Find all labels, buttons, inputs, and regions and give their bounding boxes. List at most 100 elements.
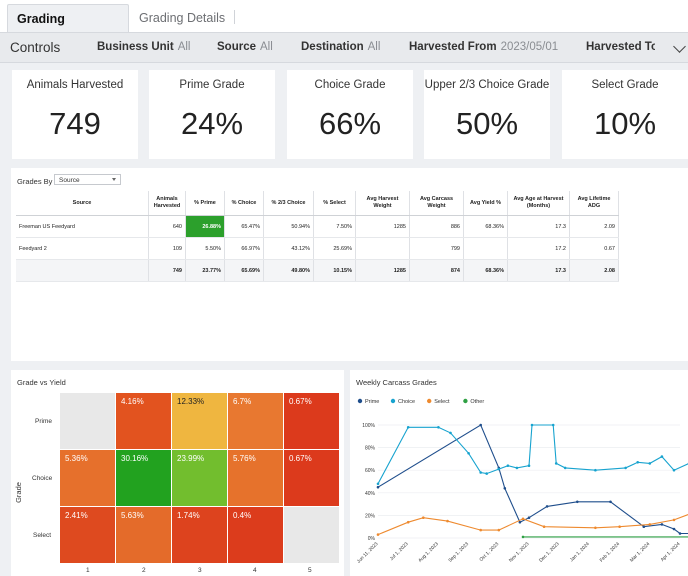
table-cell: 23.77%	[185, 259, 225, 282]
col-label: 3	[198, 567, 202, 574]
data-point-choice	[515, 466, 519, 470]
data-point-prime	[642, 525, 646, 528]
col-header[interactable]: Avg Yield %	[463, 191, 508, 216]
data-point-choice	[563, 466, 567, 470]
data-point-choice	[497, 467, 501, 471]
kpi-title: Select Grade	[591, 79, 659, 91]
legend-marker	[463, 398, 468, 404]
table-cell-highlight: 26.88%	[185, 215, 225, 238]
heatmap-cell[interactable]: 23.99%	[172, 450, 227, 506]
grades-by-select-value: Source	[59, 177, 80, 184]
col-header[interactable]: Source	[16, 191, 149, 216]
table-cell: 799	[409, 237, 464, 260]
y-tick-label: 0%	[368, 536, 376, 542]
heatmap-cell[interactable]: 1.74%	[172, 507, 227, 563]
x-tick-label: Jan 1, 2024	[569, 541, 591, 563]
tab-grading-overview[interactable]: Grading Overview	[7, 4, 129, 54]
heatmap-cell[interactable]	[60, 393, 115, 449]
data-point-select	[497, 528, 501, 532]
heatmap-cell[interactable]: 5.36%	[60, 450, 115, 506]
row-label: Prime	[35, 418, 52, 425]
heatmap-cell[interactable]: 4.16%	[116, 393, 171, 449]
x-tick-label: Feb 1, 2024	[599, 541, 622, 564]
data-point-select	[542, 525, 546, 528]
table-row[interactable]: Feedyard 2 109 5.50% 66.97% 43.12% 25.69…	[16, 237, 619, 260]
data-point-choice	[648, 462, 652, 465]
data-point-choice	[672, 468, 676, 472]
weekly-carcass-grades-panel: Weekly Carcass Grades Prime Choice Select O…	[350, 370, 688, 576]
kpi-title: Upper 2/3 Choice Grade	[424, 79, 550, 91]
tab-divider	[234, 10, 235, 24]
data-point-prime	[678, 532, 682, 535]
y-tick-label: 80%	[365, 446, 376, 452]
col-header[interactable]: Animals Harvested	[148, 191, 186, 216]
col-header[interactable]: % Select	[313, 191, 356, 216]
table-cell: Feedyard 2	[16, 237, 149, 260]
data-point-prime	[479, 423, 482, 427]
legend-marker	[390, 398, 396, 404]
col-header[interactable]: Avg Carcass Weight	[409, 191, 464, 216]
kpi-value: 50%	[455, 106, 519, 141]
data-point-choice	[485, 472, 488, 475]
heatmap-cell[interactable]: 5.76%	[228, 450, 283, 506]
data-point-prime	[545, 505, 549, 508]
row-label: Choice	[32, 475, 53, 482]
kpi-value: 24%	[180, 106, 244, 141]
col-header[interactable]: % Choice	[224, 191, 264, 216]
table-cell: 68.36%	[463, 215, 508, 238]
x-tick-label: Mar 1, 2024	[629, 541, 652, 564]
data-point-choice	[636, 461, 639, 464]
kpi-card-upper-choice-grade: Upper 2/3 Choice Grade 50%	[424, 70, 550, 159]
col-header[interactable]: Avg Age at Harvest (Months)	[507, 191, 570, 216]
heatmap-cell[interactable]: 5.63%	[116, 507, 171, 563]
heatmap-cell[interactable]	[284, 507, 339, 563]
data-point-prime	[672, 527, 676, 531]
filter-harvested-to[interactable]: Harvested To	[586, 41, 655, 53]
series-line-select	[377, 514, 688, 536]
col-header[interactable]: % Prime	[185, 191, 225, 216]
chevron-down-icon[interactable]	[673, 40, 686, 53]
grades-table: Source Animals Harvested % Prime % Choic…	[16, 191, 619, 282]
table-row[interactable]: Freeman US Feedyard 640 26.88% 65.47% 50…	[16, 215, 619, 238]
heatmap-cell[interactable]: 0.67%	[284, 450, 339, 506]
filter-business-unit[interactable]: Business Unit All	[97, 41, 190, 53]
filter-destination[interactable]: Destination All	[301, 41, 380, 53]
data-point-choice	[437, 426, 440, 429]
filter-value: All	[367, 41, 381, 53]
legend-marker	[357, 398, 363, 404]
filter-source[interactable]: Source All	[217, 41, 273, 53]
heatmap-cell[interactable]: 0.67%	[284, 393, 339, 449]
table-cell: 640	[148, 215, 186, 238]
kpi-value: 10%	[593, 106, 657, 141]
x-tick-label: Jul 1, 2023	[389, 541, 410, 562]
data-point-prime	[503, 487, 507, 490]
table-cell: 17.3	[507, 215, 570, 238]
data-point-select	[672, 518, 676, 522]
kpi-value: 749	[49, 106, 101, 141]
filter-label: Source	[217, 41, 256, 53]
table-cell: 65.69%	[224, 259, 264, 282]
legend-label: Other	[470, 399, 484, 405]
data-point-choice	[449, 431, 452, 435]
grade-vs-yield-panel: Grade vs Yield Grade Prime Choice Select…	[11, 370, 344, 576]
grades-by-label: Grades By	[17, 177, 53, 186]
heatmap-cell[interactable]: 0.4%	[228, 507, 283, 563]
table-cell: 17.2	[507, 237, 570, 260]
filter-value: 2023/05/01	[500, 41, 559, 53]
heatmap-cell[interactable]: 2.41%	[60, 507, 115, 563]
heatmap-cell[interactable]: 30.16%	[116, 450, 171, 506]
col-header[interactable]: % 2/3 Choice	[263, 191, 314, 216]
grades-by-select[interactable]: Source	[54, 174, 121, 185]
filter-harvested-from[interactable]: Harvested From 2023/05/01	[409, 41, 558, 53]
heatmap-cell[interactable]: 12.33%	[172, 393, 227, 449]
data-point-select	[618, 525, 621, 528]
data-point-select	[422, 516, 425, 519]
heatmap-cell[interactable]: 6.7%	[228, 393, 283, 449]
col-header[interactable]: Avg Harvest Weight	[355, 191, 410, 216]
y-tick-label: 60%	[365, 468, 376, 474]
tab-grading-details[interactable]: Grading Details	[139, 11, 226, 25]
col-label: 5	[308, 567, 312, 574]
col-header[interactable]: Avg Lifetime ADG	[569, 191, 619, 216]
data-point-prime	[527, 516, 531, 519]
data-point-choice	[376, 482, 380, 486]
